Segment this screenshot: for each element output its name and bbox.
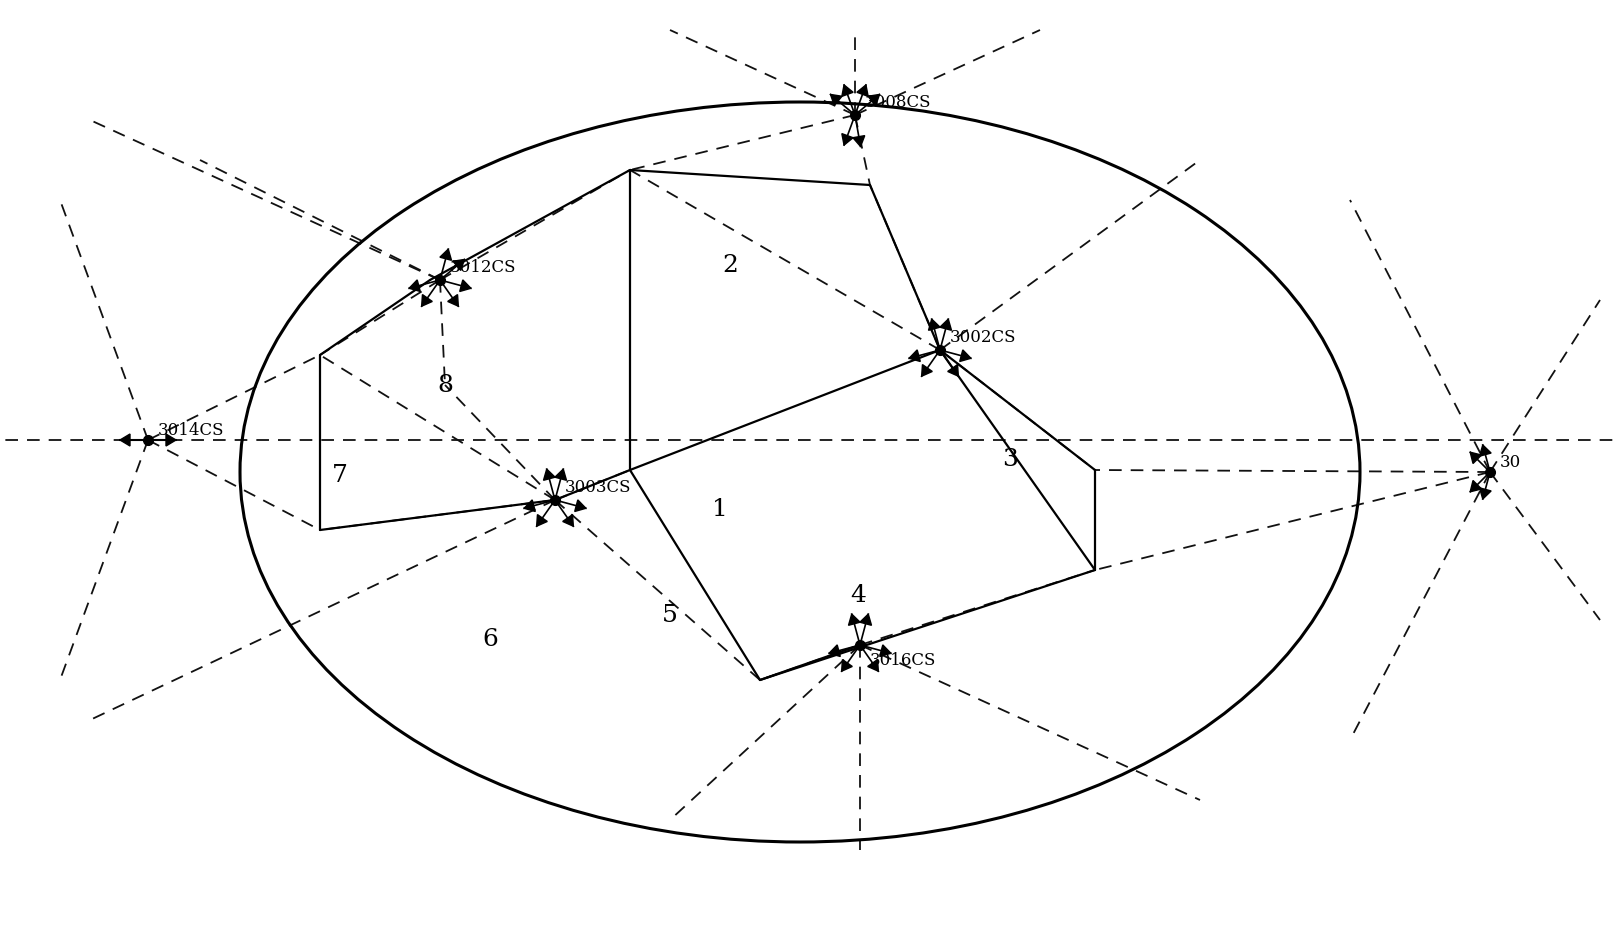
Polygon shape (460, 280, 472, 292)
Polygon shape (524, 500, 535, 512)
Polygon shape (452, 260, 465, 270)
Polygon shape (960, 350, 971, 362)
Text: 3008CS: 3008CS (866, 94, 932, 111)
Polygon shape (421, 295, 433, 306)
Polygon shape (859, 615, 872, 625)
Polygon shape (841, 85, 853, 96)
Text: 8: 8 (438, 374, 452, 396)
Text: 5: 5 (661, 603, 678, 627)
Polygon shape (543, 469, 554, 480)
Polygon shape (828, 645, 840, 656)
Polygon shape (575, 500, 585, 512)
Polygon shape (1480, 488, 1491, 499)
Polygon shape (120, 434, 130, 446)
Text: 3012CS: 3012CS (451, 259, 517, 276)
Polygon shape (909, 350, 921, 362)
Polygon shape (867, 94, 880, 106)
Polygon shape (841, 660, 853, 671)
Text: 1: 1 (712, 498, 728, 521)
Polygon shape (1480, 445, 1491, 456)
Polygon shape (929, 319, 940, 330)
Polygon shape (1470, 452, 1482, 464)
Polygon shape (940, 319, 952, 330)
Text: 3014CS: 3014CS (157, 422, 224, 439)
Text: 3003CS: 3003CS (566, 479, 632, 496)
Polygon shape (554, 469, 566, 480)
Polygon shape (439, 249, 452, 261)
Text: 4: 4 (849, 583, 866, 606)
Polygon shape (841, 134, 853, 145)
Polygon shape (948, 364, 958, 377)
Polygon shape (447, 295, 459, 306)
Polygon shape (867, 660, 879, 671)
Polygon shape (165, 434, 177, 446)
Text: 7: 7 (332, 464, 349, 486)
Polygon shape (922, 364, 932, 377)
Polygon shape (880, 645, 892, 656)
Text: 30: 30 (1499, 454, 1520, 471)
Polygon shape (858, 85, 869, 96)
Polygon shape (537, 514, 548, 526)
Polygon shape (562, 514, 574, 526)
Polygon shape (848, 615, 861, 625)
Polygon shape (853, 136, 864, 146)
Text: 3: 3 (1002, 448, 1018, 471)
Polygon shape (830, 94, 841, 106)
Polygon shape (408, 280, 420, 292)
Text: 2: 2 (721, 254, 738, 277)
Text: 3016CS: 3016CS (870, 652, 937, 669)
Polygon shape (1470, 480, 1482, 492)
Text: 3002CS: 3002CS (950, 329, 1016, 346)
Text: 6: 6 (481, 629, 498, 651)
